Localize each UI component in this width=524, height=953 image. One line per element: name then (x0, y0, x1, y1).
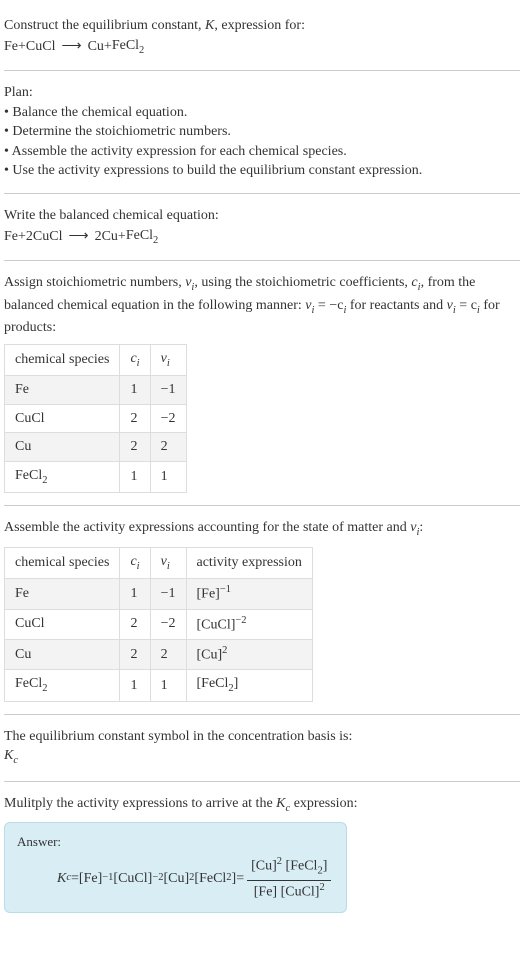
cell-activity: [Fe]−1 (186, 579, 312, 609)
intro-reaction: Fe + CuCl ⟶ Cu + FeCl2 (4, 36, 520, 58)
col-ci: ci (120, 547, 150, 578)
plus-sign: + (18, 37, 26, 57)
fraction: [Cu]2 [FeCl2] [Fe] [CuCl]2 (247, 855, 331, 901)
cell-c: 1 (120, 376, 150, 405)
plus-sign: + (18, 227, 26, 247)
table-row: Cu 2 2 [Cu]2 (5, 639, 313, 669)
cell-c: 2 (120, 639, 150, 669)
symbol-text: The equilibrium constant symbol in the c… (4, 727, 520, 747)
cell-v: −1 (150, 579, 186, 609)
fraction-numerator: [Cu]2 [FeCl2] (247, 855, 331, 880)
cell-c: 2 (120, 433, 150, 462)
answer-box: Answer: Kc = [Fe]−1 [CuCl]−2 [Cu]2 [FeCl… (4, 822, 347, 913)
table-row: Cu 2 2 (5, 433, 187, 462)
table-header-row: chemical species ci νi activity expressi… (5, 547, 313, 578)
cell-species: CuCl (5, 404, 120, 433)
cell-v: 2 (150, 433, 186, 462)
divider (4, 70, 520, 71)
cell-v: 2 (150, 639, 186, 669)
cell-v: −2 (150, 404, 186, 433)
intro-line1: Construct the equilibrium constant, K, e… (4, 16, 520, 36)
cell-v: 1 (150, 461, 186, 492)
cell-species: Fe (5, 376, 120, 405)
table-row: CuCl 2 −2 [CuCl]−2 (5, 609, 313, 639)
plus-sign: + (104, 37, 112, 57)
intro-text-suffix: , expression for: (214, 18, 305, 33)
cell-species: Fe (5, 579, 120, 609)
assign-text: Assign stoichiometric numbers, νi, using… (4, 273, 520, 338)
plan-item: • Balance the chemical equation. (4, 103, 520, 123)
cell-species: Cu (5, 639, 120, 669)
plan-item: • Determine the stoichiometric numbers. (4, 122, 520, 142)
symbol-section: The equilibrium constant symbol in the c… (4, 719, 520, 777)
table-row: FeCl2 1 1 [FeCl2] (5, 670, 313, 701)
k-symbol: K (205, 18, 214, 33)
col-species: chemical species (5, 344, 120, 375)
divider (4, 781, 520, 782)
cell-c: 1 (120, 579, 150, 609)
assign-section: Assign stoichiometric numbers, νi, using… (4, 265, 520, 501)
cell-v: −2 (150, 609, 186, 639)
divider (4, 260, 520, 261)
cell-species: FeCl2 (5, 461, 120, 492)
plan-item: • Use the activity expressions to build … (4, 161, 520, 181)
species-fecl2: FeCl2 (112, 36, 144, 58)
arrow-icon: ⟶ (61, 37, 81, 57)
cell-v: 1 (150, 670, 186, 701)
multiply-text: Mulitply the activity expressions to arr… (4, 794, 520, 816)
balanced-section: Write the balanced chemical equation: Fe… (4, 198, 520, 256)
table-header-row: chemical species ci νi (5, 344, 187, 375)
coef: 2 (95, 227, 102, 247)
cell-activity: [Cu]2 (186, 639, 312, 669)
cell-c: 2 (120, 404, 150, 433)
cell-activity: [CuCl]−2 (186, 609, 312, 639)
col-species: chemical species (5, 547, 120, 578)
plan-item: • Assemble the activity expression for e… (4, 142, 520, 162)
assemble-text: Assemble the activity expressions accoun… (4, 518, 520, 540)
plus-sign: + (118, 227, 126, 247)
divider (4, 714, 520, 715)
cell-c: 1 (120, 461, 150, 492)
cell-species: FeCl2 (5, 670, 120, 701)
col-vi: νi (150, 344, 186, 375)
balanced-title: Write the balanced chemical equation: (4, 206, 520, 226)
cell-c: 1 (120, 670, 150, 701)
species-cucl: CuCl (33, 227, 63, 247)
activity-table: chemical species ci νi activity expressi… (4, 547, 313, 702)
stoich-table: chemical species ci νi Fe 1 −1 CuCl 2 −2… (4, 344, 187, 494)
species-fe: Fe (4, 227, 18, 247)
divider (4, 193, 520, 194)
plan-section: Plan: • Balance the chemical equation. •… (4, 75, 520, 189)
balanced-reaction: Fe + 2 CuCl ⟶ 2 Cu + FeCl2 (4, 226, 520, 248)
answer-label: Answer: (17, 833, 334, 851)
cell-v: −1 (150, 376, 186, 405)
species-fe: Fe (4, 37, 18, 57)
kc-symbol: Kc (4, 746, 520, 768)
fraction-denominator: [Fe] [CuCl]2 (247, 881, 331, 902)
table-row: FeCl2 1 1 (5, 461, 187, 492)
table-row: Fe 1 −1 [Fe]−1 (5, 579, 313, 609)
divider (4, 505, 520, 506)
table-row: Fe 1 −1 (5, 376, 187, 405)
coef: 2 (26, 227, 33, 247)
multiply-section: Mulitply the activity expressions to arr… (4, 786, 520, 921)
species-fecl2: FeCl2 (126, 226, 158, 248)
cell-species: CuCl (5, 609, 120, 639)
cell-activity: [FeCl2] (186, 670, 312, 701)
intro-section: Construct the equilibrium constant, K, e… (4, 8, 520, 66)
cell-species: Cu (5, 433, 120, 462)
assemble-section: Assemble the activity expressions accoun… (4, 510, 520, 709)
arrow-icon: ⟶ (68, 227, 88, 247)
plan-title: Plan: (4, 83, 520, 103)
table-row: CuCl 2 −2 (5, 404, 187, 433)
col-ci: ci (120, 344, 150, 375)
species-cu: Cu (88, 37, 104, 57)
col-vi: νi (150, 547, 186, 578)
col-activity: activity expression (186, 547, 312, 578)
answer-equation: Kc = [Fe]−1 [CuCl]−2 [Cu]2 [FeCl2] = [Cu… (17, 855, 334, 901)
intro-text: Construct the equilibrium constant, (4, 18, 205, 33)
species-cu: Cu (102, 227, 118, 247)
species-cucl: CuCl (26, 37, 56, 57)
cell-c: 2 (120, 609, 150, 639)
